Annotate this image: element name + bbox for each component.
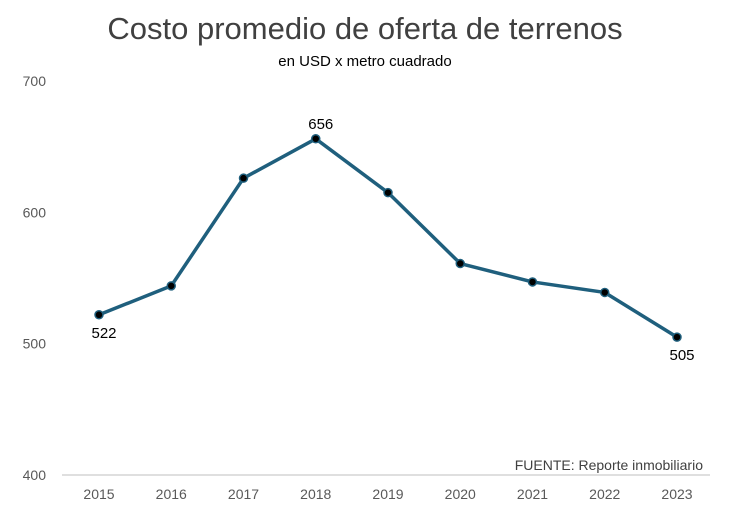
data-point — [166, 281, 176, 291]
x-tick-label: 2019 — [372, 486, 403, 502]
data-point — [672, 332, 682, 342]
x-tick-label: 2023 — [661, 486, 692, 502]
data-point — [383, 187, 393, 198]
series-markers — [94, 134, 682, 342]
data-point — [311, 134, 321, 144]
data-labels: 522 656 505 — [91, 116, 694, 364]
x-tick-label: 2017 — [228, 486, 259, 502]
chart-title: Costo promedio de oferta de terrenos — [107, 11, 622, 46]
data-point — [527, 277, 538, 287]
x-tick-label: 2018 — [300, 486, 331, 502]
x-tick-label: 2016 — [156, 486, 187, 502]
y-tick-label: 500 — [23, 336, 47, 352]
data-label: 505 — [669, 347, 694, 364]
y-axis-ticks: 400 500 600 700 — [23, 73, 47, 483]
y-tick-label: 400 — [23, 467, 47, 483]
series-line — [97, 137, 679, 339]
data-label: 522 — [91, 325, 116, 342]
data-point — [94, 310, 104, 320]
source-note: FUENTE: Reporte inmobiliario — [515, 457, 703, 473]
x-tick-label: 2021 — [517, 486, 548, 502]
y-tick-label: 700 — [23, 73, 47, 89]
data-point — [455, 258, 465, 269]
y-tick-label: 600 — [23, 204, 47, 220]
chart-subtitle: en USD x metro cuadrado — [278, 53, 451, 70]
data-point — [600, 287, 610, 298]
x-axis-ticks: 2015 2016 2017 2018 2019 2020 2021 2022 2023 — [83, 486, 692, 502]
data-point — [238, 173, 249, 183]
data-label: 656 — [308, 116, 333, 133]
x-tick-label: 2015 — [83, 486, 114, 502]
x-tick-label: 2020 — [445, 486, 476, 502]
x-tick-label: 2022 — [589, 486, 620, 502]
